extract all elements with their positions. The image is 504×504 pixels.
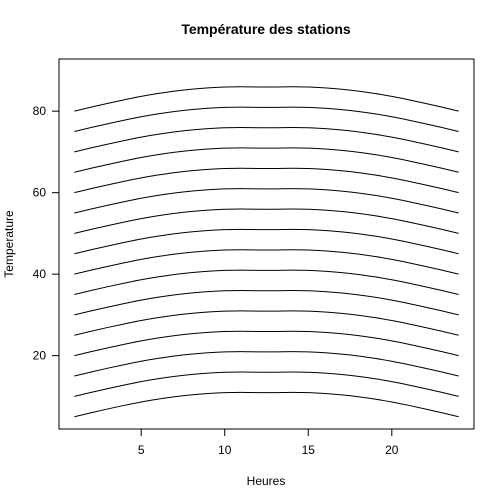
plot-frame — [58, 58, 475, 430]
series-line-16 — [74, 86, 459, 112]
chart-title: Température des stations — [181, 21, 351, 37]
series-line-5 — [74, 310, 459, 336]
y-axis-label: Temperature — [2, 210, 16, 278]
series-line-10 — [74, 208, 459, 234]
y-tick-label: 20 — [33, 349, 47, 363]
series-line-1 — [74, 391, 459, 418]
series-line-4 — [74, 330, 459, 357]
series-line-14 — [74, 126, 459, 153]
series-line-13 — [74, 147, 459, 173]
x-tick-label: 10 — [218, 443, 232, 457]
series-line-11 — [74, 188, 459, 214]
series-lines — [74, 86, 459, 418]
series-line-15 — [74, 106, 459, 133]
x-tick-label: 15 — [302, 443, 316, 457]
x-tick-label: 20 — [385, 443, 399, 457]
series-line-12 — [74, 167, 459, 194]
x-tick-label: 5 — [138, 443, 145, 457]
series-line-6 — [74, 289, 459, 316]
y-axis: 20 40 60 80 — [33, 104, 60, 363]
y-tick-label: 80 — [33, 104, 47, 118]
series-line-3 — [74, 351, 459, 377]
y-tick-label: 40 — [33, 267, 47, 281]
x-axis-label: Heures — [247, 474, 286, 488]
series-line-7 — [74, 269, 459, 296]
series-line-2 — [74, 371, 459, 397]
series-line-8 — [74, 249, 459, 275]
series-line-9 — [74, 228, 459, 255]
y-tick-label: 60 — [33, 186, 47, 200]
x-axis: 5 10 15 20 — [138, 428, 399, 457]
